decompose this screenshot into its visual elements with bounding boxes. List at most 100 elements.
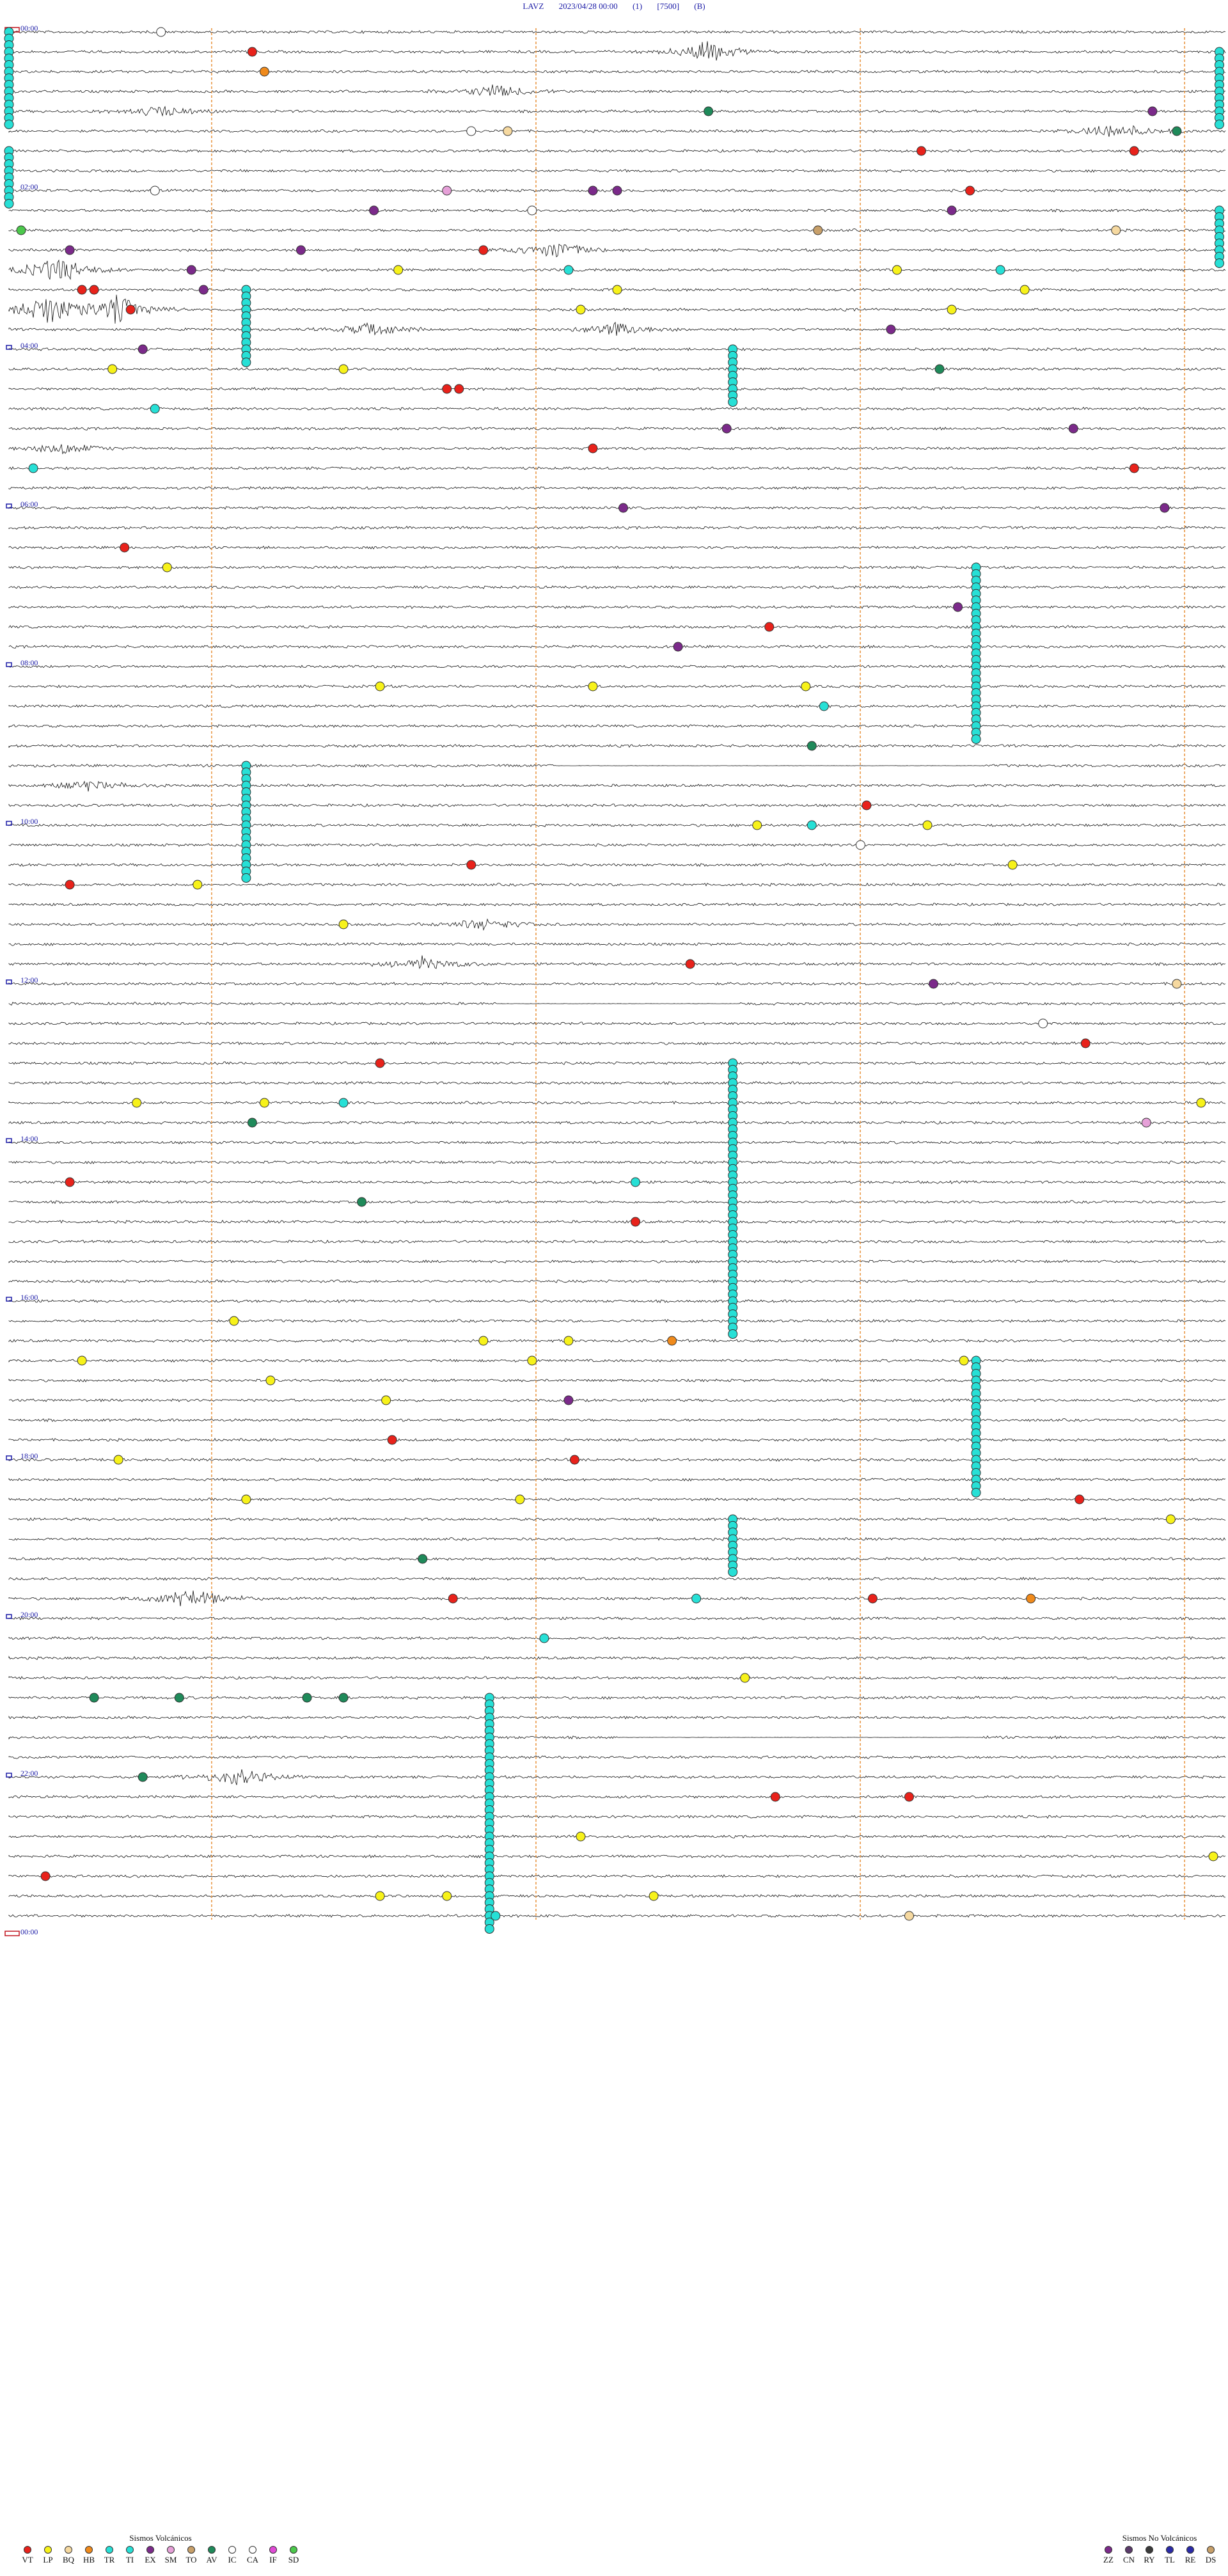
trace-row <box>8 1874 1226 1878</box>
event-av <box>138 1772 148 1782</box>
trace-row <box>8 1081 1226 1086</box>
event-tr <box>1214 258 1224 268</box>
event-lp <box>612 285 622 295</box>
event-ca <box>156 27 166 37</box>
event-lp <box>375 681 385 691</box>
event-tr <box>491 1911 501 1921</box>
trace-row <box>8 918 1226 931</box>
event-vt <box>120 542 130 553</box>
event-ca <box>855 840 865 850</box>
legend-volcanic-item-ti: TI <box>122 2546 138 2565</box>
hour-label: 00:00 <box>20 24 38 33</box>
trace-row <box>8 565 1226 569</box>
event-vt <box>631 1217 641 1227</box>
event-lp <box>338 364 349 374</box>
event-vt <box>1080 1038 1090 1048</box>
event-ex <box>588 186 598 196</box>
hour-label: 20:00 <box>20 1610 38 1619</box>
trace-row <box>8 1769 1226 1785</box>
hour-box <box>6 503 12 509</box>
trace-row <box>8 506 1225 510</box>
trace-row <box>8 1120 1226 1125</box>
legend-volcanic-item-av: AV <box>203 2546 220 2565</box>
trace-row <box>8 1854 1226 1859</box>
hour-label: 06:00 <box>20 500 38 509</box>
event-ex <box>886 324 896 335</box>
event-ex <box>1160 503 1170 513</box>
trace-row <box>8 444 1226 455</box>
trace-row <box>8 863 1226 867</box>
legend-volcanic-dot-icon <box>126 2546 134 2554</box>
event-lp <box>229 1316 239 1326</box>
legend-volcanic-code-label: SM <box>164 2555 177 2564</box>
hour-label: 14:00 <box>20 1134 38 1143</box>
event-ex <box>929 979 939 989</box>
event-bq <box>1172 979 1182 989</box>
event-av <box>934 364 945 374</box>
event-lp <box>892 265 902 275</box>
event-lp <box>77 1355 87 1366</box>
trace-row <box>8 743 1226 748</box>
event-ex <box>295 245 306 255</box>
event-ca <box>466 126 476 136</box>
trace-row <box>8 1279 1226 1283</box>
event-tr <box>691 1593 702 1604</box>
legend-nonvolcanic-dot-icon <box>1166 2546 1174 2554</box>
event-tr <box>1214 119 1224 129</box>
legend-volcanic-code-label: EX <box>145 2555 156 2564</box>
legend-volcanic-code-label: AV <box>206 2555 217 2564</box>
event-lp <box>1007 860 1018 870</box>
trace-row <box>8 168 1226 173</box>
legend-volcanic-dot-icon <box>85 2546 93 2554</box>
trace-row <box>8 585 1226 589</box>
event-ex <box>1068 423 1078 434</box>
event-markers <box>4 27 1224 1934</box>
legend-nonvolcanic-dot-icon <box>1207 2546 1215 2554</box>
event-vt <box>466 860 476 870</box>
legend-volcanic-code-label: VT <box>22 2555 33 2564</box>
trace-row <box>8 955 1226 969</box>
event-lp <box>393 265 404 275</box>
event-vt <box>442 384 452 394</box>
trace-row <box>8 803 1226 808</box>
trace-row <box>8 724 1226 729</box>
trace-row <box>8 148 1226 154</box>
hour-box <box>6 1138 12 1143</box>
event-tr <box>728 397 738 407</box>
legend-volcanic-code-label: LP <box>43 2555 53 2564</box>
event-tr <box>4 119 14 129</box>
legend-nonvolcanic-dot-icon <box>1105 2546 1112 2554</box>
legend-volcanic-code-label: IF <box>269 2555 277 2564</box>
event-vt <box>965 186 975 196</box>
trace-row <box>8 1239 1226 1244</box>
event-ex <box>369 205 379 216</box>
event-lp <box>801 681 811 691</box>
helicorder-plot: 00:00 02:00 04:00 06:00 08:00 10:00 12:00 14:00… <box>4 24 1226 1936</box>
event-vt <box>77 285 87 295</box>
event-av <box>704 106 714 116</box>
hour-label: 02:00 <box>20 182 38 191</box>
trace-row <box>8 780 1226 792</box>
legend-volcanic: Sismos Volcánicos VT LP BQ HB TR TI EX SM TO AV IC… <box>19 2533 302 2565</box>
event-sm <box>1141 1118 1151 1128</box>
trace-row <box>8 466 1226 470</box>
trace-row <box>8 1200 1226 1205</box>
event-ex <box>1147 106 1158 116</box>
trace-row <box>8 294 1226 324</box>
trace-row <box>8 1636 1226 1640</box>
legend-nonvolcanic-item-ds: DS <box>1202 2546 1219 2565</box>
event-ti <box>28 463 38 473</box>
event-ti <box>819 701 829 711</box>
event-lp <box>259 1098 269 1108</box>
event-vt <box>89 285 99 295</box>
event-lp <box>107 364 118 374</box>
event-vt <box>478 245 489 255</box>
event-vt <box>904 1792 914 1802</box>
legend-nonvolcanic-code-label: RY <box>1144 2555 1155 2564</box>
legend-volcanic-item-hb: HB <box>81 2546 97 2565</box>
trace-row <box>8 106 1226 117</box>
hour-box <box>6 1773 12 1778</box>
legend-nonvolcanic-code-label: CN <box>1122 2555 1135 2564</box>
trace-row <box>8 1379 1226 1382</box>
trace-row <box>8 347 1226 351</box>
